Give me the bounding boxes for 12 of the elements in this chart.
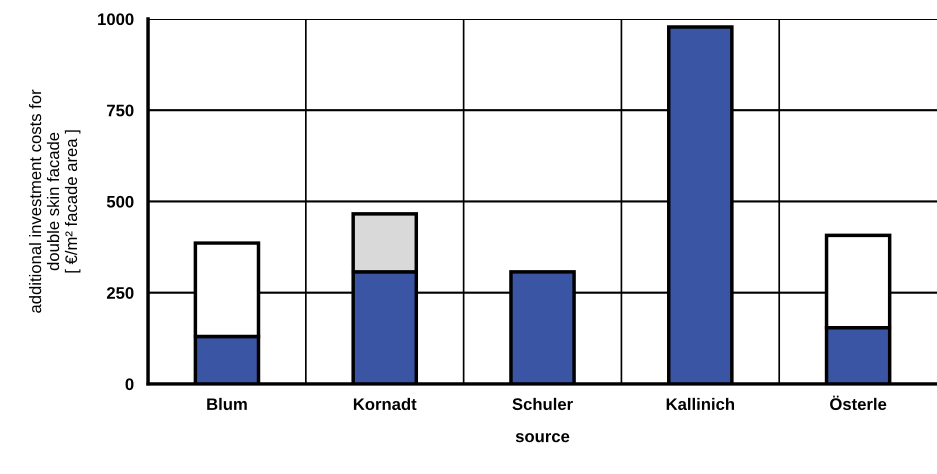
y-axis-title: additional investment costs for double skin facade [ €/m² facade area ] [28, 90, 80, 313]
y-tick-label: 250 [106, 287, 134, 299]
x-tick-label: Kallinich [666, 398, 734, 410]
x-axis-title: source [516, 433, 570, 442]
x-tick-label: Schuler [512, 398, 573, 410]
y-tick-label: 1000 [98, 13, 134, 26]
y-tick-label: 500 [106, 196, 134, 208]
x-tick-label: Blum [207, 398, 247, 410]
y-tick-label: 750 [107, 104, 134, 116]
x-tick-label: Österle [830, 396, 886, 410]
y-tick-label: 0 [126, 378, 134, 390]
x-tick-label: Kornadt [354, 398, 416, 410]
